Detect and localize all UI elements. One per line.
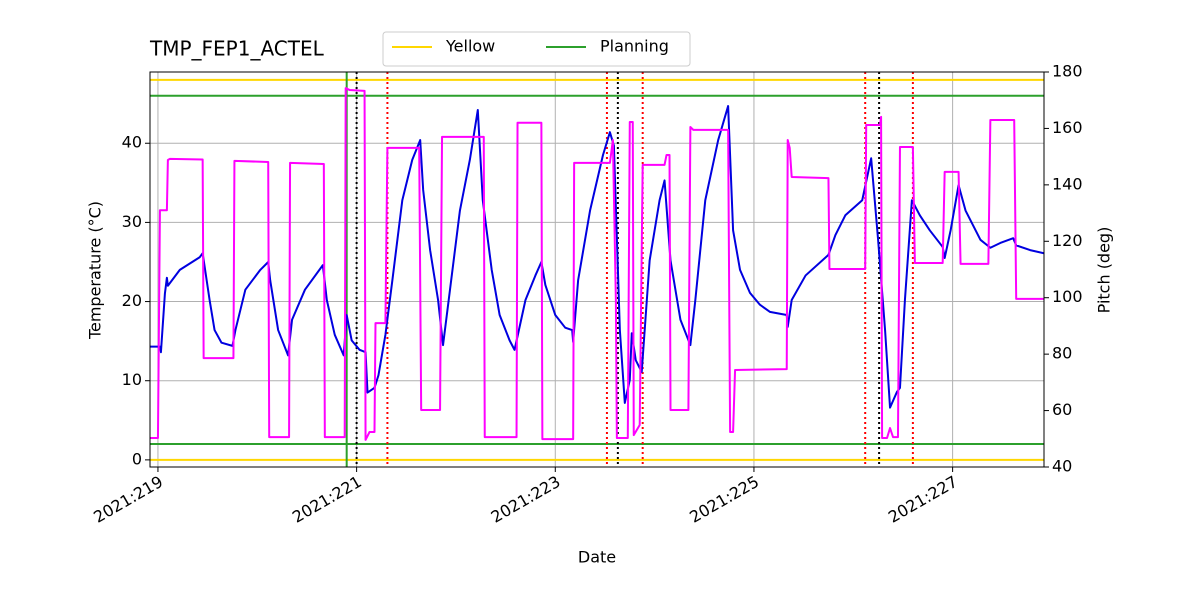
chart-title: TMP_FEP1_ACTEL	[149, 37, 325, 61]
x-tick-label: 2021:225	[686, 472, 762, 527]
y2-tick-label: 160	[1052, 118, 1083, 137]
x-tick-label: 2021:227	[885, 472, 961, 527]
x-tick-label: 2021:223	[488, 472, 564, 527]
legend-label: Planning	[600, 37, 669, 56]
legend-box	[382, 31, 691, 67]
data-line	[150, 105, 1044, 409]
y2-tick-label: 40	[1052, 457, 1072, 476]
x-tick-label: 2021:219	[90, 472, 166, 527]
y2-tick-label: 120	[1052, 231, 1083, 250]
y2-tick-label: 100	[1052, 287, 1083, 306]
y-tick-label: 20	[122, 291, 142, 310]
data-line	[150, 87, 1044, 441]
x-tick-label: 2021:221	[289, 472, 365, 527]
y2-tick-label: 180	[1052, 62, 1083, 81]
y2-axis-label: Pitch (deg)	[1095, 227, 1114, 314]
y2-tick-label: 60	[1052, 400, 1072, 419]
y-tick-label: 30	[122, 212, 142, 231]
y2-tick-label: 140	[1052, 174, 1083, 193]
plot-frame	[149, 71, 1045, 468]
x-axis-label: Date	[578, 548, 616, 567]
y-tick-label: 0	[132, 449, 142, 468]
plot-area	[150, 72, 1044, 467]
y-axis-label: Temperature (°C)	[86, 201, 105, 340]
y-tick-label: 40	[122, 133, 142, 152]
legend-label: Yellow	[445, 37, 495, 56]
legend: Yellow Planning	[382, 31, 691, 67]
y-tick-label: 10	[122, 370, 142, 389]
y2-tick-label: 80	[1052, 344, 1072, 363]
